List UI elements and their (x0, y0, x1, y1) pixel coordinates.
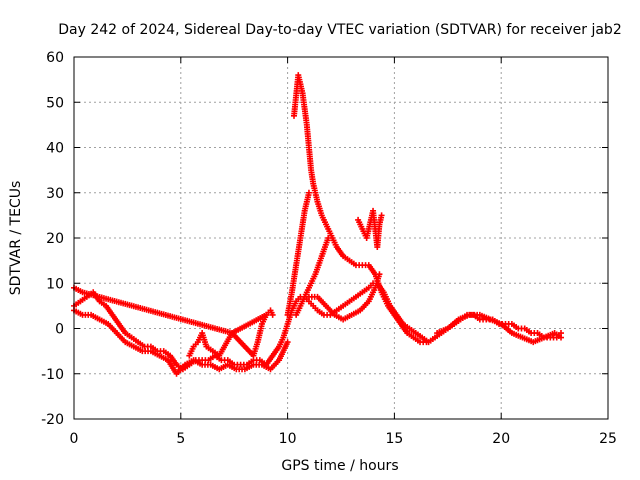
x-tick-label: 0 (70, 431, 79, 447)
grid-lines (74, 57, 608, 419)
axis-ticks: 0 5 10 15 20 25 -20 -10 0 10 20 30 40 50 60 (41, 50, 617, 447)
x-tick-label: 15 (385, 431, 403, 447)
x-tick-label: 10 (279, 431, 297, 447)
x-tick-label: 5 (176, 431, 185, 447)
point-lower-band (284, 339, 291, 346)
y-tick-label: 30 (46, 186, 64, 202)
x-axis-label: GPS time / hours (281, 458, 398, 474)
point-rising-2 (325, 235, 332, 241)
point-spike (423, 339, 430, 346)
y-tick-label: 20 (46, 231, 64, 247)
point-tail (558, 334, 565, 341)
point-rising-1 (305, 189, 312, 196)
data-points (71, 72, 565, 377)
chart-title: Day 242 of 2024, Sidereal Day-to-day VTE… (58, 22, 621, 38)
x-tick-label: 20 (492, 431, 510, 447)
y-axis-label: SDTVAR / TECUs (8, 181, 24, 296)
y-tick-label: -20 (41, 412, 64, 428)
x-tick-label: 25 (599, 431, 617, 447)
point-outliers (269, 311, 276, 318)
y-tick-label: 60 (46, 50, 64, 66)
y-tick-label: 50 (46, 95, 64, 111)
y-tick-label: 0 (55, 322, 64, 338)
y-tick-label: 40 (46, 141, 64, 157)
y-tick-label: -10 (41, 367, 64, 383)
y-tick-label: 10 (46, 276, 64, 292)
point-mid-loop (376, 271, 383, 278)
point-peak-fan (378, 212, 385, 219)
